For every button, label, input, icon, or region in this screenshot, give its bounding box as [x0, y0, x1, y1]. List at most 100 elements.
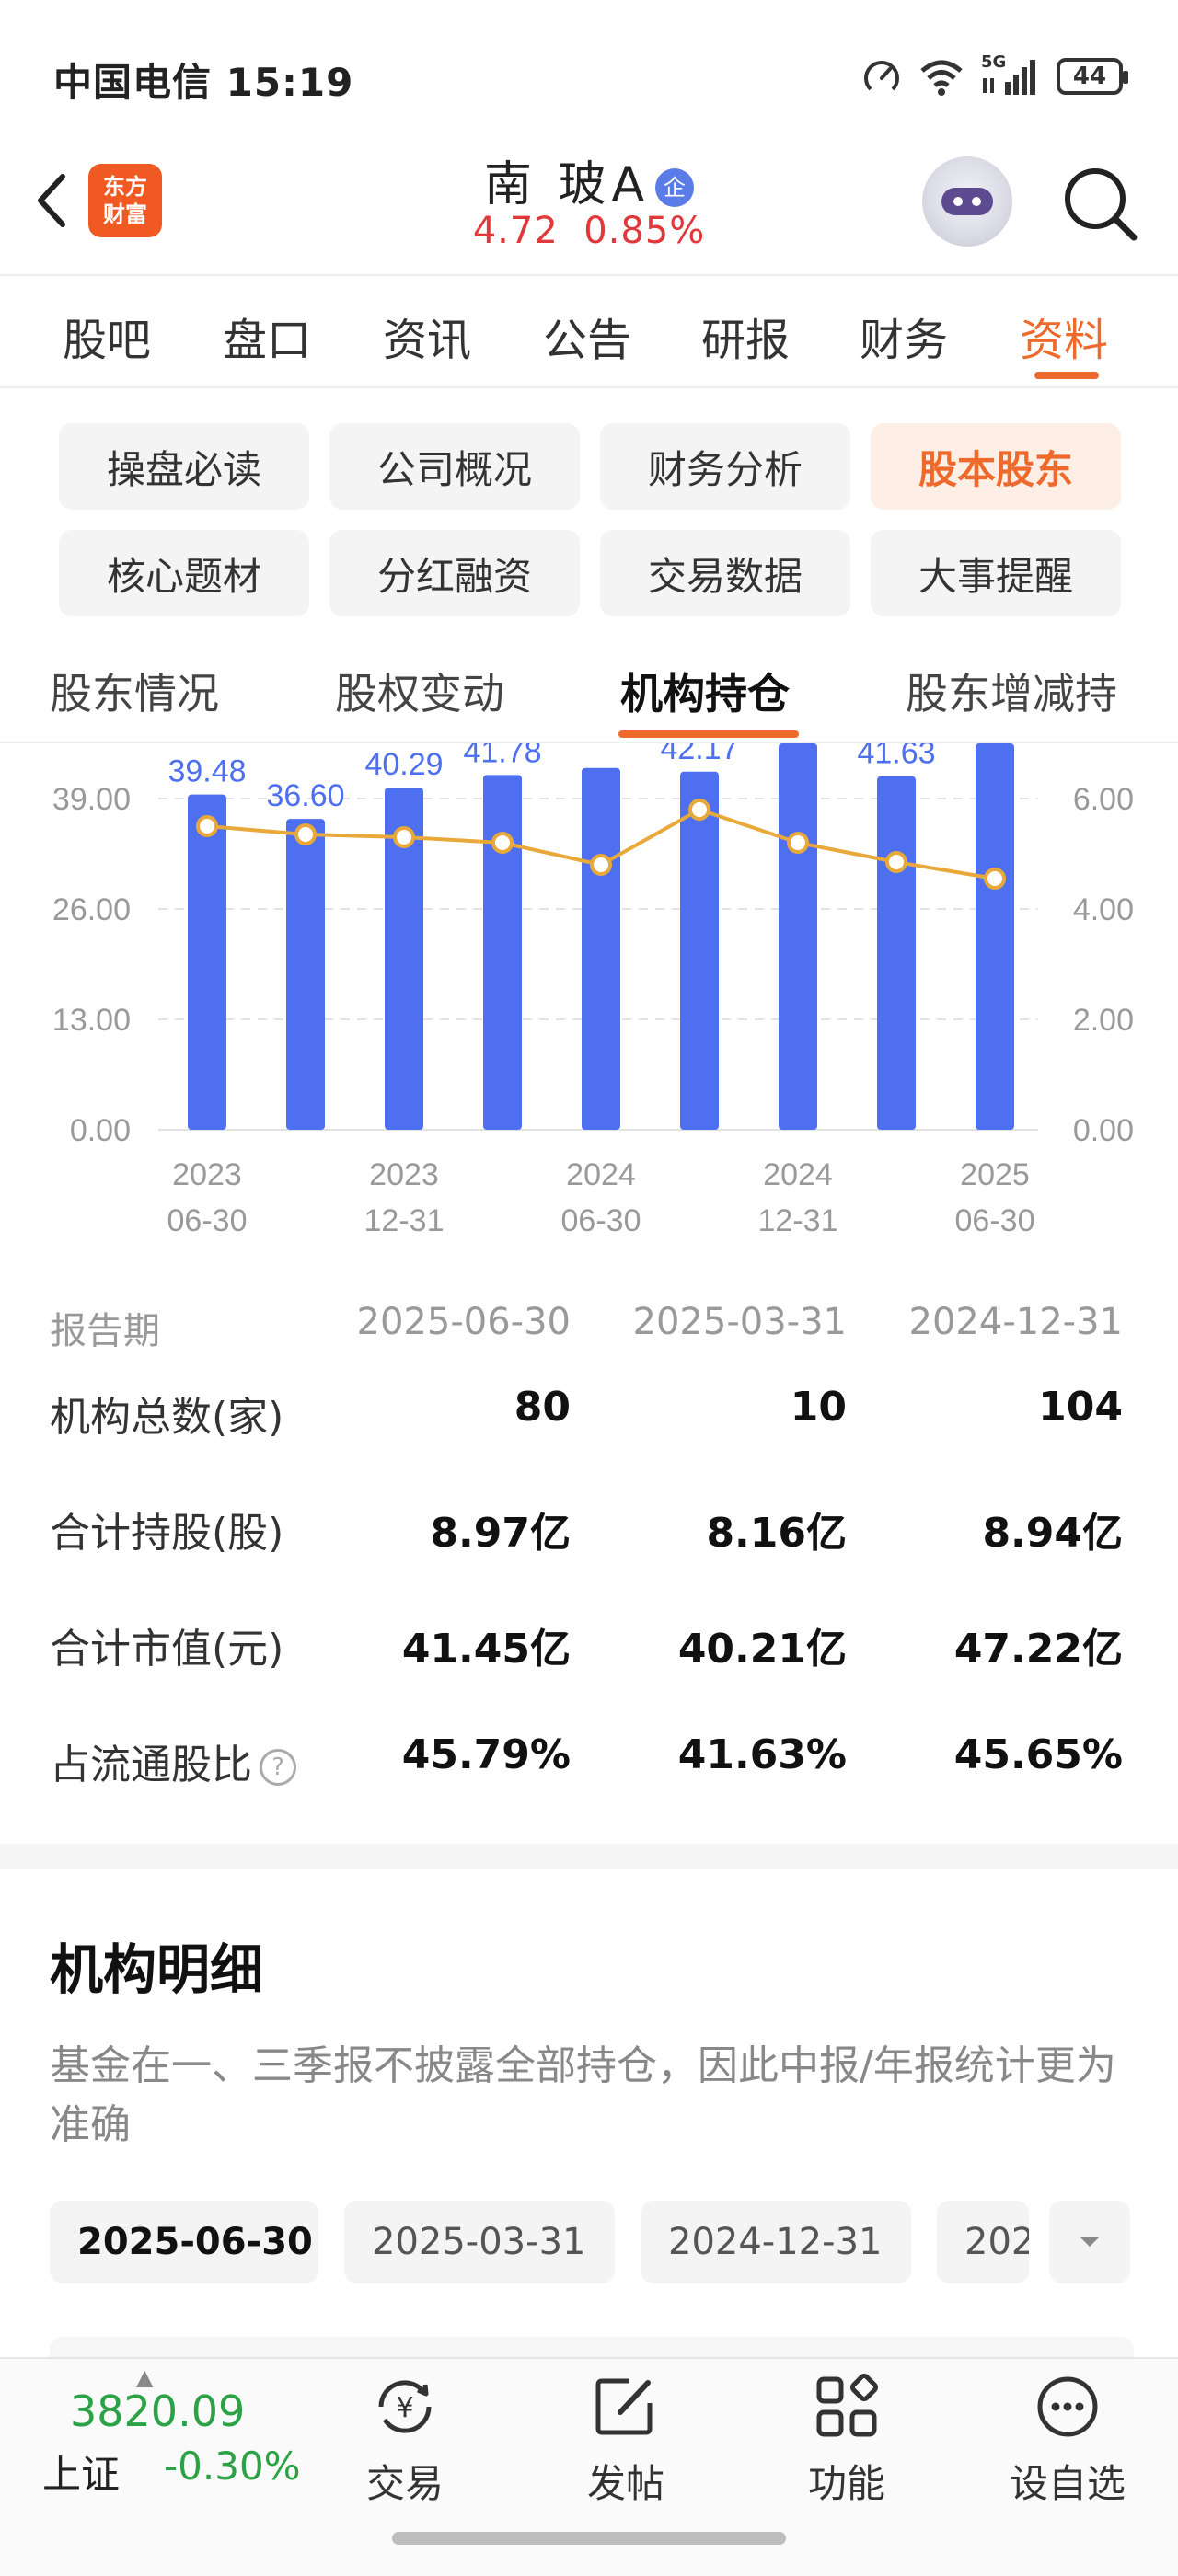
main-tabs: 股吧 盘口 资讯 公告 研报 财务 资料 — [0, 274, 1178, 388]
x-tick-label: 2024 — [763, 1157, 833, 1192]
table-period: 2025-03-31 — [632, 1301, 847, 1343]
stock-price: 4.72 — [472, 210, 559, 252]
home-indicator — [392, 2532, 786, 2545]
tab-pankou[interactable]: 盘口 — [223, 315, 312, 366]
subnav-dividends-financing[interactable]: 分红融资 — [329, 530, 580, 616]
y-left-tick-label: 0.00 — [70, 1113, 131, 1148]
tab-news[interactable]: 资讯 — [383, 315, 472, 366]
x-tick-label: 2025 — [960, 1157, 1030, 1192]
speedometer-icon — [864, 61, 899, 96]
nav-label: 交易 — [365, 2461, 444, 2506]
edit-post-icon — [589, 2370, 663, 2444]
ratio-point — [688, 799, 710, 821]
table-header-label: 报告期 — [50, 1310, 160, 1352]
row-label: 机构总数(家) — [50, 1394, 284, 1441]
subnav-company-overview[interactable]: 公司概况 — [329, 423, 580, 510]
bar-value-label: 36.60 — [266, 778, 344, 813]
trade-yen-icon: ¥ — [368, 2370, 442, 2444]
divider — [0, 742, 1178, 743]
section-separator — [0, 1844, 1178, 1869]
tab-research[interactable]: 研报 — [701, 315, 791, 366]
tab-announcements[interactable]: 公告 — [543, 315, 632, 366]
x-tick-label: 2023 — [369, 1157, 439, 1192]
index-change[interactable]: -0.30% — [164, 2444, 301, 2489]
ratio-point — [294, 823, 317, 845]
y-left-tick-label: 26.00 — [52, 892, 131, 927]
help-icon[interactable]: ? — [260, 1749, 296, 1786]
y-right-tick-label: 6.00 — [1073, 782, 1134, 817]
x-tick-label: 06-30 — [561, 1203, 641, 1238]
tab-profile[interactable]: 资料 — [1020, 315, 1109, 366]
app-logo[interactable]: 东方财富 — [88, 164, 162, 237]
tab-shareholder-info[interactable]: 股东情况 — [50, 669, 219, 719]
nav-functions[interactable]: 功能 — [773, 2370, 920, 2508]
index-name[interactable]: 上证 — [42, 2452, 121, 2497]
nav-post[interactable]: 发帖 — [552, 2370, 699, 2508]
y-right-tick-label: 2.00 — [1073, 1003, 1134, 1038]
row-value: 8.16亿 — [706, 1510, 847, 1557]
index-value[interactable]: 3820.09 — [70, 2386, 246, 2436]
caret-up-icon[interactable]: ▲ — [136, 2364, 154, 2390]
tab-equity-changes[interactable]: 股权变动 — [335, 669, 504, 719]
chart-bar — [976, 743, 1014, 1130]
tab-institutional-holdings[interactable]: 机构持仓 — [620, 669, 790, 719]
date-chip[interactable]: 2025-03-31 — [344, 2201, 615, 2283]
chart-bar — [582, 767, 620, 1130]
nav-label: 设自选 — [1009, 2461, 1126, 2506]
row-label: 合计持股(股) — [50, 1510, 284, 1557]
row-label: 合计市值(元) — [50, 1626, 284, 1673]
stock-change-pct: 0.85% — [583, 210, 706, 252]
row-value: 8.94亿 — [982, 1510, 1123, 1557]
back-button[interactable] — [24, 164, 79, 237]
date-chip-selected[interactable]: 2025-06-30 — [50, 2201, 318, 2283]
tab-active-indicator — [1034, 372, 1099, 379]
nav-label: 功能 — [807, 2461, 885, 2506]
row-value: 8.97亿 — [430, 1510, 571, 1557]
wifi-icon — [920, 60, 963, 96]
row-value: 104 — [1038, 1384, 1123, 1431]
x-tick-label: 12-31 — [758, 1203, 838, 1238]
subnav-trading-data[interactable]: 交易数据 — [600, 530, 850, 616]
y-left-tick-label: 13.00 — [52, 1003, 131, 1038]
bar-value-label: 40.29 — [364, 747, 443, 782]
chart-bar — [286, 819, 325, 1130]
subnav-trading-guide[interactable]: 操盘必读 — [59, 423, 309, 510]
date-chip[interactable]: 2024-12-31 — [641, 2201, 911, 2283]
date-chip[interactable]: 202 — [937, 2201, 1029, 2283]
date-dropdown-button[interactable] — [1049, 2201, 1130, 2283]
row-value: 41.63% — [677, 1731, 847, 1778]
tab-guba[interactable]: 股吧 — [63, 315, 152, 366]
row-value: 45.65% — [953, 1731, 1123, 1778]
subnav-financial-analysis[interactable]: 财务分析 — [600, 423, 850, 510]
ratio-point — [196, 815, 218, 837]
bar-value-label: 41.78 — [463, 743, 541, 769]
x-tick-label: 06-30 — [167, 1203, 248, 1238]
battery-level: 44 — [1072, 63, 1107, 90]
ai-assistant-avatar[interactable] — [922, 156, 1012, 247]
stock-title: 南 玻A 企 — [405, 145, 773, 214]
ratio-point — [787, 832, 809, 854]
subnav-event-reminders[interactable]: 大事提醒 — [871, 530, 1121, 616]
more-dots-icon — [1031, 2370, 1104, 2444]
x-tick-label: 06-30 — [955, 1203, 1035, 1238]
nav-add-watchlist[interactable]: 设自选 — [994, 2370, 1141, 2508]
stock-name: 南 玻A — [483, 157, 651, 213]
tab-shareholder-trades[interactable]: 股东增减持 — [906, 669, 1117, 719]
chart-bar — [483, 775, 522, 1130]
ratio-point — [590, 854, 612, 876]
subnav-core-themes[interactable]: 核心题材 — [59, 530, 309, 616]
ratio-point — [491, 832, 514, 854]
caret-down-icon — [1080, 2237, 1099, 2247]
subnav-shareholders[interactable]: 股本股东 — [871, 423, 1121, 510]
chart-bar — [779, 743, 817, 1130]
battery-icon: 44 — [1057, 58, 1128, 95]
stock-quote: 4.72 0.85% — [405, 210, 773, 252]
tab-finance[interactable]: 财务 — [860, 315, 949, 366]
search-button[interactable] — [1058, 162, 1141, 245]
bar-value-label: 42.17 — [660, 743, 738, 766]
nav-trade[interactable]: ¥ 交易 — [331, 2370, 479, 2508]
x-tick-label: 2023 — [172, 1157, 242, 1192]
row-label: 占流通股比 — [50, 1742, 252, 1788]
row-value: 45.79% — [401, 1731, 571, 1778]
chart-bar — [680, 771, 719, 1130]
